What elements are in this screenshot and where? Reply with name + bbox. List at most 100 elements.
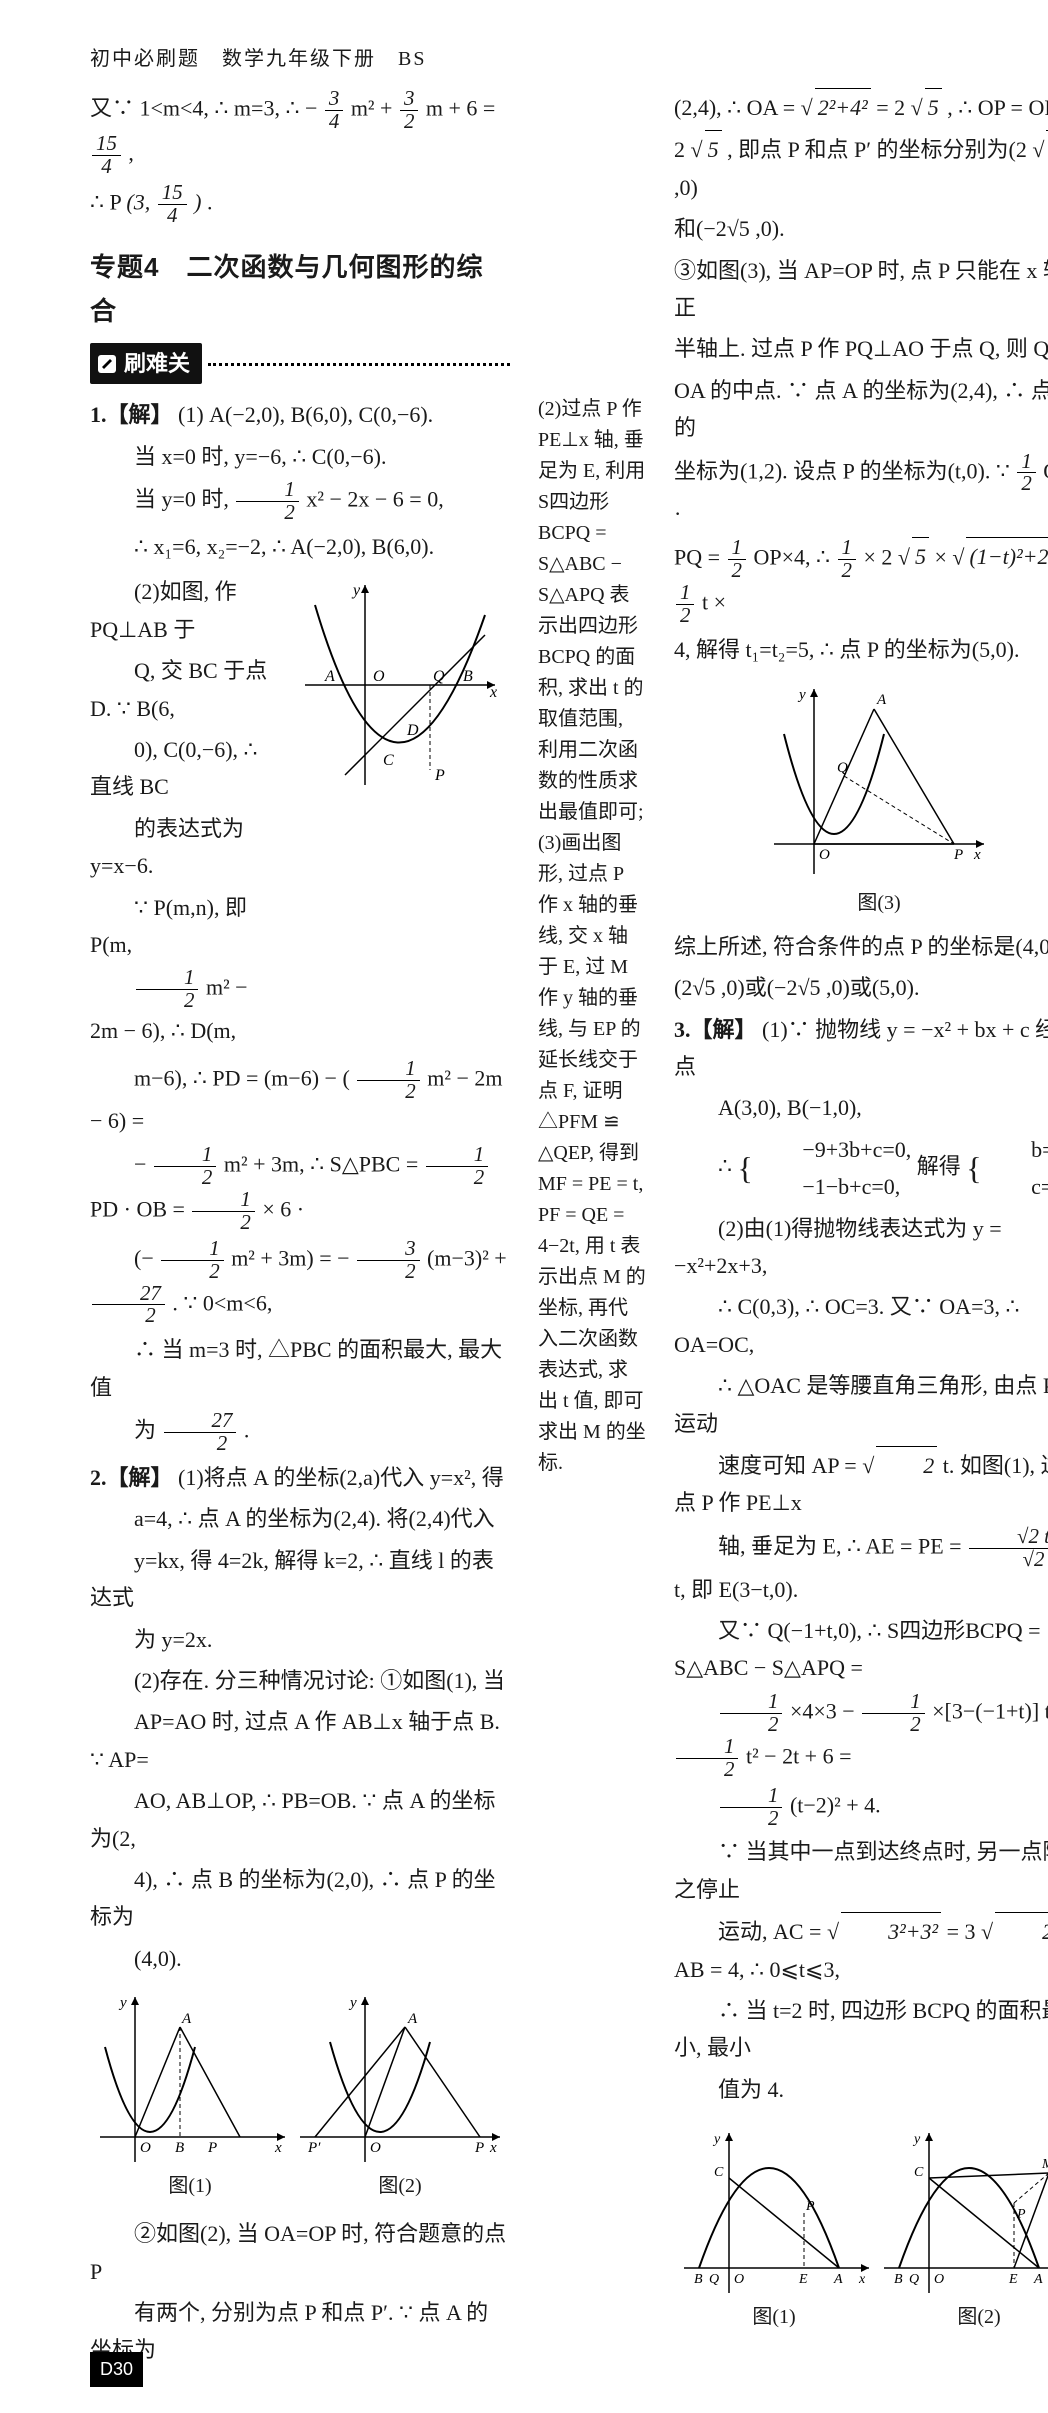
page-number: D30 bbox=[90, 2352, 143, 2387]
q1-figure: O A B x y Q D C P bbox=[285, 575, 505, 795]
figcap-b2: 图(2) bbox=[874, 2300, 1048, 2334]
q3-7: 速度可知 AP = √2 t. 如图(1), 过点 P 作 PE⊥x bbox=[674, 1446, 1048, 1522]
svg-text:y: y bbox=[712, 2132, 721, 2147]
svg-text:C: C bbox=[914, 2165, 924, 2180]
q2-line: 2.【解】 (1)将点 A 的坐标(2,a)代入 y=x², 得 bbox=[90, 1459, 510, 1496]
svg-text:P′: P′ bbox=[307, 2140, 321, 2156]
section-title: 专题4 二次函数与几何图形的综合 bbox=[90, 245, 510, 333]
svg-text:E: E bbox=[1008, 2272, 1018, 2287]
q3-6: ∴ △OAC 是等腰直角三角形, 由点 P 的运动 bbox=[674, 1367, 1048, 1442]
q2-6: AP=AO 时, 过点 A 作 AB⊥x 轴于点 B. ∵ AP= bbox=[90, 1703, 510, 1778]
svg-text:O: O bbox=[373, 668, 385, 685]
q3-14: ∴ 当 t=2 时, 四边形 BCPQ 的面积最小, 最小 bbox=[674, 1992, 1048, 2067]
q1-5b: Q, 交 BC 于点 D. ∵ B(6, bbox=[90, 652, 280, 727]
svg-text:A: A bbox=[876, 692, 887, 708]
badge-row: 刷难关 bbox=[90, 343, 510, 384]
q1-6: m−6), ∴ PD = (m−6) − ( 12 m² − 2m − 6) = bbox=[90, 1058, 510, 1140]
svg-text:O: O bbox=[370, 2140, 381, 2156]
svg-text:O: O bbox=[140, 2140, 151, 2156]
q3-figure-1: O B Q C P E A x y bbox=[674, 2118, 874, 2298]
svg-text:A: A bbox=[324, 668, 335, 685]
r9: 4, 解得 t₁=t₂=5, ∴ 点 P 的坐标为(5,0). bbox=[674, 631, 1048, 668]
q3-12: ∵ 当其中一点到达终点时, 另一点随之停止 bbox=[674, 1833, 1048, 1908]
q2-7: AO, AB⊥OP, ∴ PB=OB. ∵ 点 A 的坐标为(2, bbox=[90, 1782, 510, 1857]
svg-text:y: y bbox=[351, 582, 361, 599]
svg-text:A: A bbox=[407, 2011, 418, 2027]
margin-note-column: (2)过点 P 作 PE⊥x 轴, 垂足为 E, 利用 S四边形BCPQ = S… bbox=[538, 84, 646, 2373]
q1-4: ∴ x₁=6, x₂=−2, ∴ A(−2,0), B(6,0). bbox=[90, 528, 510, 565]
svg-text:y: y bbox=[118, 1995, 127, 2011]
r1: (2,4), ∴ OA = √2²+4² = 2 √5 , ∴ OP = OP′… bbox=[674, 88, 1048, 126]
svg-text:B: B bbox=[894, 2272, 903, 2287]
svg-text:P: P bbox=[207, 2140, 217, 2156]
figcap-2: 图(2) bbox=[290, 2169, 510, 2203]
r11: (2√5 ,0)或(−2√5 ,0)或(5,0). bbox=[674, 969, 1048, 1006]
svg-text:C: C bbox=[714, 2165, 724, 2180]
svg-text:A: A bbox=[1033, 2272, 1043, 2287]
svg-text:Q: Q bbox=[837, 760, 848, 776]
svg-text:Q: Q bbox=[909, 2272, 919, 2287]
right-column: (2,4), ∴ OA = √2²+4² = 2 √5 , ∴ OP = OP′… bbox=[674, 84, 1048, 2373]
svg-text:O: O bbox=[819, 847, 830, 863]
svg-text:P: P bbox=[953, 847, 963, 863]
q2-10: ②如图(2), 当 OA=OP 时, 符合题意的点 P bbox=[90, 2215, 510, 2290]
q1-10: 为 272 . bbox=[90, 1410, 510, 1455]
svg-text:O: O bbox=[734, 2272, 744, 2287]
svg-text:x: x bbox=[973, 847, 981, 863]
pencil-icon bbox=[96, 353, 118, 375]
svg-text:x: x bbox=[274, 2140, 282, 2156]
r10: 综上所述, 符合条件的点 P 的坐标是(4,0)或 bbox=[674, 928, 1048, 965]
svg-text:P: P bbox=[805, 2199, 815, 2214]
frac-15-4: 154 bbox=[90, 133, 123, 178]
frac-3-4: 34 bbox=[323, 88, 345, 133]
svg-text:x: x bbox=[858, 2272, 866, 2287]
frac-3-2: 32 bbox=[398, 88, 420, 133]
svg-text:y: y bbox=[912, 2132, 921, 2147]
q2-figure-1: O B P x y A bbox=[90, 1987, 290, 2167]
q3-13: 运动, AC = √3²+3² = 3 √2 , AB = 4, ∴ 0⩽t⩽3… bbox=[674, 1912, 1048, 1988]
difficulty-badge: 刷难关 bbox=[90, 343, 202, 384]
q2-4: 为 y=2x. bbox=[90, 1621, 510, 1658]
intro-line-1: 又∵ 1<m<4, ∴ m=3, ∴ − 34 m² + 32 m + 6 = … bbox=[90, 88, 510, 178]
left-column: 又∵ 1<m<4, ∴ m=3, ∴ − 34 m² + 32 m + 6 = … bbox=[90, 84, 510, 2373]
q2-5: (2)存在. 分三种情况讨论: ①如图(1), 当 bbox=[90, 1662, 510, 1699]
r5: 半轴上. 过点 P 作 PQ⊥AO 于点 Q, 则 Q 是 bbox=[674, 330, 1048, 367]
figcap-1: 图(1) bbox=[90, 2169, 290, 2203]
q2-3: y=kx, 得 4=2k, 解得 k=2, ∴ 直线 l 的表达式 bbox=[90, 1542, 510, 1617]
svg-text:C: C bbox=[383, 752, 394, 769]
q1-5f: 12 m² − 2m − 6), ∴ D(m, bbox=[90, 967, 280, 1049]
svg-text:B: B bbox=[175, 2140, 184, 2156]
dots-divider bbox=[208, 363, 510, 366]
q3-3: ∴ { −9+3b+c=0, −1−b+c=0, 解得 { b=2, c=3. bbox=[674, 1131, 1048, 1206]
figcap-b1: 图(1) bbox=[674, 2300, 874, 2334]
frac-half-a: 12 bbox=[234, 479, 300, 524]
svg-text:P: P bbox=[474, 2140, 484, 2156]
svg-text:D: D bbox=[406, 722, 419, 739]
q2-figure-3: O A Q P x y bbox=[759, 674, 999, 884]
q3-figure-2: O B Q C P E A M F x y bbox=[874, 2118, 1048, 2298]
svg-text:P: P bbox=[1016, 2207, 1026, 2222]
svg-text:Q: Q bbox=[709, 2272, 719, 2287]
figcap-3: 图(3) bbox=[674, 886, 1048, 920]
r7: 坐标为(1,2). 设点 P 的坐标为(t,0). ∵ 12 OA · bbox=[674, 451, 1048, 533]
svg-text:y: y bbox=[348, 1995, 357, 2011]
q1-8: (− 12 m² + 3m) = − 32 (m−3)² + 272 . ∵ 0… bbox=[90, 1238, 510, 1328]
q3-line: 3.【解】 (1)∵ 抛物线 y = −x² + bx + c 经过点 bbox=[674, 1011, 1048, 1086]
q1-5a: (2)如图, 作 PQ⊥AB 于 bbox=[90, 573, 280, 648]
q3-4: (2)由(1)得抛物线表达式为 y = −x²+2x+3, bbox=[674, 1210, 1048, 1285]
q3-8: 轴, 垂足为 E, ∴ AE = PE = √2 t√2 = t, 即 E(3−… bbox=[674, 1526, 1048, 1608]
q2-2: a=4, ∴ 点 A 的坐标为(2,4). 将(2,4)代入 bbox=[90, 1500, 510, 1537]
margin-note: (2)过点 P 作 PE⊥x 轴, 垂足为 E, 利用 S四边形BCPQ = S… bbox=[538, 394, 646, 1479]
q3-9: 又∵ Q(−1+t,0), ∴ S四边形BCPQ = S△ABC − S△APQ… bbox=[674, 1612, 1048, 1687]
svg-text:E: E bbox=[798, 2272, 808, 2287]
svg-text:A: A bbox=[181, 2011, 192, 2027]
svg-text:P: P bbox=[434, 767, 445, 784]
svg-text:A: A bbox=[833, 2272, 843, 2287]
frac-15-4b: 154 bbox=[156, 182, 189, 227]
q1-5c: 0), C(0,−6), ∴ 直线 BC bbox=[90, 731, 280, 806]
svg-text:M: M bbox=[1041, 2157, 1048, 2172]
svg-text:x: x bbox=[489, 684, 497, 701]
svg-text:Q: Q bbox=[433, 668, 445, 685]
q3-2: A(3,0), B(−1,0), bbox=[674, 1089, 1048, 1126]
q1-2: 当 x=0 时, y=−6, ∴ C(0,−6). bbox=[90, 438, 510, 475]
